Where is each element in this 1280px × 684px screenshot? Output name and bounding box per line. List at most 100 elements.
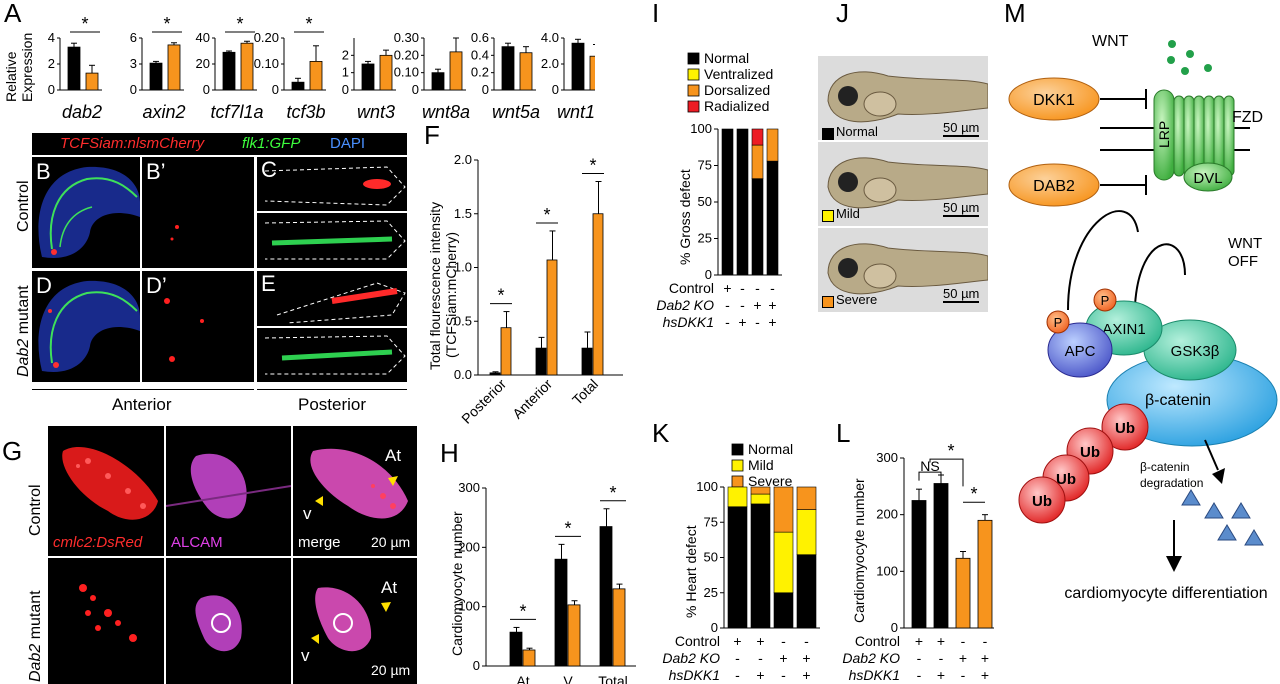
panel-label-g: G — [2, 436, 23, 466]
gene-label-dab2: dab2 — [62, 102, 102, 122]
bar-Anterior-1 — [546, 259, 558, 376]
row-val-1-2: + — [779, 650, 787, 666]
wnt-off-1: WNT — [1228, 235, 1262, 252]
bar-wnt10a-0 — [571, 42, 585, 91]
legend-label-Radialized: Radialized — [704, 98, 769, 114]
row-val-1-0: - — [725, 297, 730, 313]
sig-star: * — [497, 286, 504, 306]
bar-tcf7l1a-0 — [222, 51, 236, 91]
tick-label-wnt5a: 0.6 — [471, 30, 489, 45]
row-val-1-3: + — [768, 297, 776, 313]
row-val-0-0: + — [915, 633, 923, 649]
row-label-control: Control — [15, 180, 32, 232]
panel-g-row-labels: Control Dab2 mutant — [27, 484, 44, 682]
row-val-2-0: - — [735, 667, 740, 683]
row-val-1-1: - — [758, 650, 763, 666]
sig-star-tcf7l1a: * — [236, 14, 243, 34]
tick-label-tcf3b: 0.20 — [254, 30, 279, 45]
ub-label-3: Ub — [1056, 471, 1076, 488]
micrograph-g-ctrl-alcam: ALCAM — [166, 426, 291, 556]
row-label-0: Control — [855, 633, 900, 649]
stack-3-0 — [796, 554, 817, 629]
label-b-prime: B’ — [146, 159, 166, 184]
axin1-label: AXIN1 — [1102, 321, 1145, 338]
bar-At-0 — [509, 631, 523, 667]
gene-label-wnt5a: wnt5a — [492, 102, 540, 122]
category-label-Total: Total — [569, 376, 601, 408]
label-e: E — [261, 271, 276, 296]
tick-label-tcf3b: 0 — [272, 82, 279, 97]
bar-V-1 — [567, 604, 581, 667]
stack-0-1 — [727, 486, 748, 508]
caption-swatch — [822, 296, 834, 308]
wnt-label: WNT — [1092, 33, 1129, 50]
bar-wnt8a-0 — [431, 72, 445, 91]
micrograph-e-bottom — [257, 328, 407, 382]
embryo-image-normal: Normal 50 µm — [818, 56, 988, 140]
stack-1-2 — [750, 486, 771, 495]
sig-star: * — [609, 483, 616, 503]
tick-label-wnt3: 2 — [342, 47, 349, 62]
caption-label: Mild — [836, 206, 860, 221]
f-ylabel-2: (TCFSiam:mCherry) — [443, 232, 459, 358]
micrograph-g-ctrl-red: cmlc2:DsRed — [48, 426, 164, 556]
tick-label: 1.0 — [454, 260, 472, 275]
scale-bar-label: 50 µm — [943, 286, 980, 303]
panel-b-row-labels: Control Dab2 mutant — [15, 180, 32, 377]
bar-Posterior-0 — [489, 372, 501, 376]
tick-label: 200 — [876, 507, 898, 522]
ylabel-line2: Expression — [19, 33, 35, 102]
caption-label: Normal — [836, 124, 878, 139]
sig-star-dab2: * — [81, 14, 88, 34]
row-val-2-3: + — [802, 667, 810, 683]
tick-label-dab2: 2 — [48, 56, 55, 71]
legend-swatch-Normal — [731, 443, 744, 456]
tick-label: 25 — [698, 231, 712, 246]
row-val-0-1: + — [937, 633, 945, 649]
panel-label-k: K — [652, 418, 670, 448]
label-merge: merge — [298, 534, 341, 551]
label-alcam: ALCAM — [171, 534, 223, 551]
label-d-prime: D’ — [146, 273, 167, 298]
sig-star-dkk: * — [970, 484, 977, 504]
panel-label-m: M — [1004, 0, 1026, 28]
svg-text:Dab2 mutant: Dab2 mutant — [15, 285, 32, 377]
micrograph-c-top: C — [257, 157, 407, 211]
row-val-1-3: + — [802, 650, 810, 666]
tick-label: 100 — [690, 121, 712, 136]
stack-1-1 — [750, 493, 771, 505]
gene-label-axin2: axin2 — [142, 102, 185, 122]
caption-swatch — [822, 210, 834, 222]
anterior-label: Anterior — [112, 395, 172, 414]
dkk1-label: DKK1 — [1033, 92, 1075, 109]
sig-star-tcf3b: * — [305, 14, 312, 34]
differentiation-label: cardiomyocyte differentiation — [1064, 585, 1267, 602]
tick-label-wnt5a: 0.4 — [471, 47, 489, 62]
row-val-1-2: + — [959, 650, 967, 666]
bar-Anterior-0 — [535, 347, 547, 376]
header-red: TCFSiam:nlsmCherry — [60, 135, 205, 152]
tick-label-tcf7l1a: 20 — [196, 56, 210, 71]
panel-a-ylabel: Relative Expression — [3, 33, 35, 102]
row-label-2: hsDKK1 — [669, 667, 720, 683]
label-d: D — [36, 273, 52, 298]
tick-label-axin2: 3 — [130, 56, 137, 71]
row-label-2: hsDKK1 — [663, 314, 714, 330]
sig-star: * — [589, 156, 596, 176]
row-val-2-2: - — [961, 667, 966, 683]
row-val-1-2: + — [753, 297, 761, 313]
bar-3 — [977, 519, 993, 629]
wnt-dots — [1167, 40, 1212, 75]
row-label-1: Dab2 KO — [656, 297, 714, 313]
degradation-1: β-catenin — [1140, 460, 1190, 474]
label-cmlc2: cmlc2:DsRed — [53, 534, 143, 551]
bar-V-0 — [554, 558, 568, 667]
legend-swatch-Radialized — [687, 100, 700, 113]
gene-label-wnt3: wnt3 — [357, 102, 395, 122]
bar-Total-0 — [581, 347, 593, 376]
stack-2-3 — [751, 128, 764, 146]
panel-b-header: TCFSiam:nlsmCherry flk1:GFP DAPI — [32, 133, 407, 155]
p-label-1: P — [1054, 315, 1063, 330]
bar-dab2-1 — [85, 72, 99, 91]
tick-label: 0.5 — [454, 313, 472, 328]
